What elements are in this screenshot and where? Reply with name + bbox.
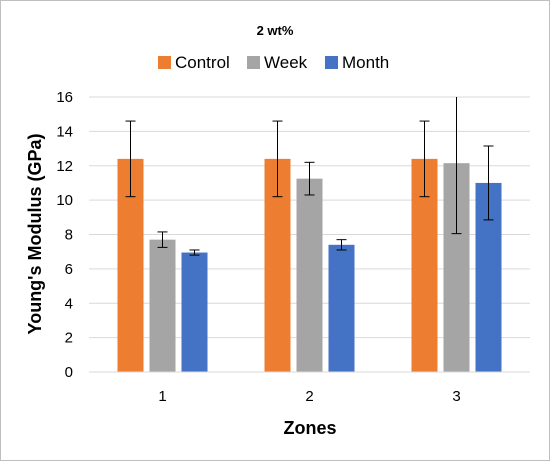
legend-label-control: Control xyxy=(175,53,230,72)
y-tick-label: 16 xyxy=(56,89,73,106)
x-axis-title: Zones xyxy=(283,418,336,438)
y-tick-label: 6 xyxy=(65,261,73,278)
legend-label-week: Week xyxy=(264,53,308,72)
legend-swatch-month xyxy=(325,56,338,69)
x-axis-ticks: 1 2 3 xyxy=(158,388,460,405)
y-tick-label: 10 xyxy=(56,192,73,209)
x-tick-label: 2 xyxy=(305,388,313,405)
y-tick-label: 12 xyxy=(56,158,73,175)
y-tick-label: 4 xyxy=(65,295,73,312)
y-tick-label: 0 xyxy=(65,364,73,381)
legend-label-month: Month xyxy=(342,53,389,72)
bar-week-zone-1 xyxy=(149,239,176,372)
bar-month-zone-1 xyxy=(181,252,208,372)
legend-swatch-control xyxy=(158,56,171,69)
bar-week-zone-2 xyxy=(296,178,323,372)
chart-title: 2 wt% xyxy=(257,23,294,38)
x-tick-label: 1 xyxy=(158,388,166,405)
y-axis-title: Young's Modulus (GPa) xyxy=(25,134,45,335)
error-bars xyxy=(125,97,494,256)
y-tick-label: 2 xyxy=(65,330,73,347)
legend-swatch-week xyxy=(247,56,260,69)
bar-month-zone-2 xyxy=(328,244,355,372)
legend: Control Week Month xyxy=(158,53,389,72)
y-axis-ticks: 0 2 4 6 8 10 12 14 16 xyxy=(56,89,73,381)
y-tick-label: 8 xyxy=(65,227,73,244)
y-tick-label: 14 xyxy=(56,123,73,140)
x-tick-label: 3 xyxy=(452,388,460,405)
